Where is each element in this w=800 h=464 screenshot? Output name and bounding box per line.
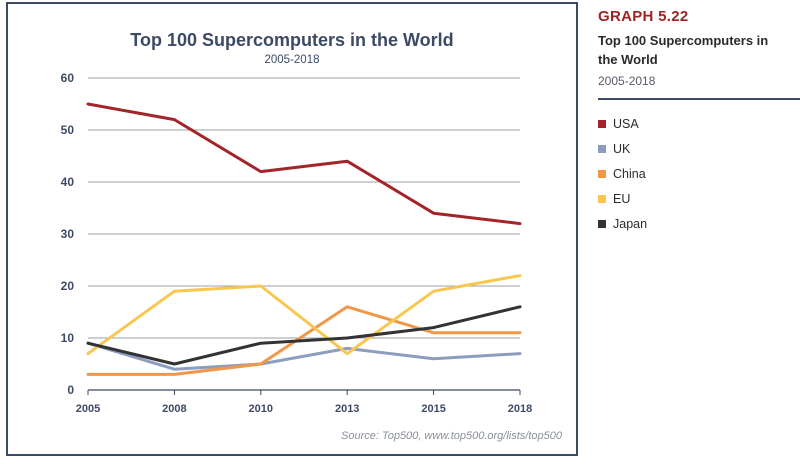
legend-label: USA bbox=[613, 117, 639, 131]
y-tick-label: 20 bbox=[61, 279, 75, 293]
legend-item-japan: Japan bbox=[598, 216, 647, 232]
legend-label: UK bbox=[613, 142, 631, 156]
legend-swatch bbox=[598, 220, 606, 228]
legend-swatch bbox=[598, 145, 606, 153]
legend-label: Japan bbox=[613, 217, 648, 231]
graph-label: GRAPH 5.22 bbox=[598, 8, 689, 25]
legend-swatch bbox=[598, 120, 606, 128]
chart-frame: Top 100 Supercomputers in the World 2005… bbox=[6, 2, 578, 456]
x-tick-label: 2018 bbox=[508, 403, 532, 415]
x-tick-label: 2008 bbox=[162, 403, 186, 415]
chart-subtitle: 2005-2018 bbox=[264, 54, 320, 66]
series-line-japan bbox=[86, 305, 522, 366]
side-divider bbox=[598, 98, 800, 100]
x-tick-label: 2015 bbox=[421, 403, 445, 415]
x-tick-label: 2010 bbox=[249, 403, 273, 415]
y-tick-label: 30 bbox=[61, 227, 75, 241]
y-tick-label: 50 bbox=[61, 123, 75, 137]
legend-item-china: China bbox=[598, 166, 646, 182]
y-tick-label: 60 bbox=[61, 71, 75, 85]
x-tick-label: 2005 bbox=[76, 403, 100, 415]
chart-source: Source: Top500, www.top500.org/lists/top… bbox=[341, 430, 562, 442]
series-line-uk bbox=[86, 341, 522, 371]
legend-label: EU bbox=[613, 192, 631, 206]
legend-item-usa: USA bbox=[598, 116, 639, 132]
x-tick-label: 2013 bbox=[335, 403, 359, 415]
series-line-china bbox=[86, 305, 522, 376]
series-line-eu bbox=[86, 274, 522, 356]
y-tick-label: 40 bbox=[61, 175, 75, 189]
legend-swatch bbox=[598, 170, 606, 178]
y-tick-label: 10 bbox=[61, 331, 75, 345]
series-line-usa bbox=[86, 102, 522, 226]
side-title: Top 100 Supercomputers in the World bbox=[598, 33, 769, 67]
y-tick-label: 0 bbox=[67, 383, 74, 397]
chart-title: Top 100 Supercomputers in the World bbox=[130, 30, 454, 50]
legend-swatch bbox=[598, 195, 606, 203]
legend-item-uk: UK bbox=[598, 141, 630, 157]
legend-item-eu: EU bbox=[598, 191, 630, 207]
legend-label: China bbox=[613, 167, 646, 181]
side-subtitle: 2005-2018 bbox=[598, 74, 656, 88]
line-chart: 0 10 20 30 40 50 60 2005 2008 2010 2013 2015 2018 bbox=[61, 71, 533, 415]
